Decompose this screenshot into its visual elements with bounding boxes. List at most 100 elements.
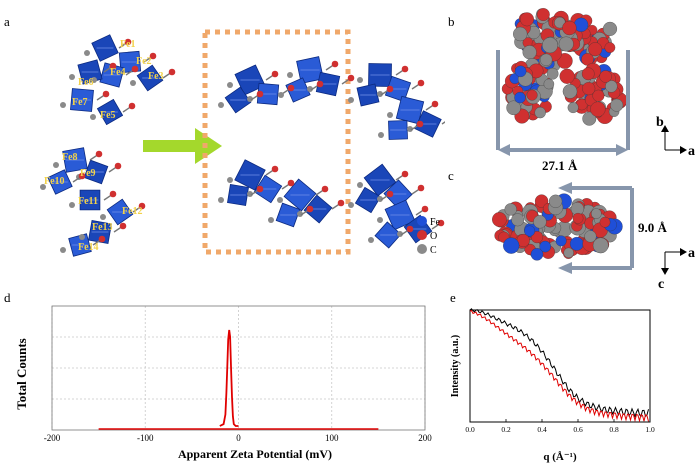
chart-d-tick-labels: -200 -100 0 100 200 (44, 433, 433, 443)
atom-sphere (567, 102, 579, 114)
fe-label: Fe11 (78, 196, 98, 207)
carbon-atom (387, 112, 393, 118)
carbon-atom (348, 97, 354, 103)
carbon-atom (60, 247, 66, 253)
oxygen-atom (421, 205, 429, 213)
atom-sphere (539, 240, 551, 253)
legend-o: O (430, 231, 437, 242)
chart-e-series (469, 308, 649, 423)
atom-sphere (533, 215, 547, 229)
legend-c: C (430, 245, 437, 256)
chart-d-xtick: -100 (137, 433, 154, 443)
atom-sphere (592, 237, 609, 254)
atom-sphere (581, 67, 595, 81)
oxygen-atom (95, 150, 103, 158)
atom-sphere (520, 12, 534, 27)
oxygen-atom (416, 120, 424, 128)
oxygen-atom (149, 52, 157, 60)
panel-letter-e: e (450, 290, 456, 305)
atom-sphere (556, 53, 573, 69)
fe-label: Fe9 (80, 168, 96, 179)
carbon-atom (69, 202, 75, 208)
oxygen-atom (386, 85, 394, 93)
spacefill-model-b (501, 8, 628, 126)
axis-a-label-b: a (688, 144, 695, 159)
atom-sphere (605, 80, 618, 93)
oxygen-atom (109, 62, 117, 70)
oxygen-atom (417, 79, 425, 87)
oxygen-atom (131, 65, 139, 73)
dimension-label-b: 27.1 Å (542, 158, 578, 173)
atom-sphere (602, 21, 618, 36)
oxygen-atom (109, 190, 117, 198)
oxygen-atom (271, 70, 279, 78)
oxygen-atom (406, 225, 414, 233)
carbon-atom (218, 197, 224, 203)
fe-label: Fe6 (78, 77, 94, 88)
carbon-atom (348, 202, 354, 208)
atom-sphere (530, 231, 544, 244)
oxygen-atom (401, 170, 409, 178)
chart-d-xtick: 200 (418, 433, 432, 443)
atom-sphere (526, 89, 538, 101)
atom-sphere (572, 212, 584, 224)
atom-sphere (536, 8, 550, 21)
oxygen-atom (331, 60, 339, 68)
fe-label: Fe1 (120, 39, 136, 50)
oxygen-atom (306, 205, 314, 213)
oxygen-atom (128, 102, 136, 110)
atom-sphere (522, 45, 537, 60)
chart-e-axes (469, 309, 651, 423)
carbon-atom (69, 74, 75, 80)
axis-indicator-b (664, 130, 682, 151)
atom-sphere (558, 36, 574, 52)
unit-highlight-box (202, 29, 351, 255)
oxygen-atom (271, 165, 279, 173)
carbon-atom (84, 50, 90, 56)
chart-d-xtick: 0 (236, 433, 241, 443)
carbon-atom (218, 102, 224, 108)
atom-sphere (514, 91, 526, 104)
atom-sphere (513, 26, 528, 42)
atom-sphere (540, 53, 553, 66)
chart-e-series-line (469, 308, 649, 419)
fe-label: Fe4 (110, 67, 126, 78)
fe-label: Fe13 (92, 222, 113, 233)
oxygen-atom (119, 222, 127, 230)
panel-letter-d: d (4, 290, 11, 305)
oxygen-atom (386, 190, 394, 198)
chart-e-xtick: 1.0 (645, 425, 655, 434)
atom-sphere (506, 100, 521, 116)
atom-sphere (590, 101, 606, 117)
dimension-label-c: 9.0 Å (638, 220, 668, 235)
carbon-atom (268, 217, 274, 223)
oxygen-atom (102, 90, 110, 98)
left-cluster-polyhedra (40, 34, 176, 257)
axis-b-label: b (656, 115, 664, 130)
oxygen-atom (287, 179, 295, 187)
fe-label: Fe14 (78, 242, 99, 253)
oxygen-atom (431, 100, 439, 108)
fe-label: Fe8 (62, 152, 78, 163)
atom-sphere (599, 216, 611, 228)
axis-a-label-c: a (688, 246, 695, 261)
carbon-atom (60, 102, 66, 108)
chart-d-xtick: -200 (44, 433, 61, 443)
atom-sphere (582, 82, 596, 96)
atom-sphere (610, 98, 624, 112)
carbon-atom (378, 132, 384, 138)
carbon-atom (227, 82, 233, 88)
legend-fe: Fe (430, 217, 441, 228)
atom-sphere (584, 230, 597, 243)
right-cluster-polyhedra (218, 56, 445, 249)
oxygen-atom (347, 74, 355, 82)
oxygen-atom (287, 84, 295, 92)
saxs-intensity-chart: 0.0 0.2 0.4 0.6 0.8 1.0 q (Å⁻¹) Intensity (a.… (450, 308, 655, 463)
carbon-atom (90, 114, 96, 120)
atom-sphere (530, 248, 544, 261)
oxygen-atom (401, 65, 409, 73)
axis-c-label: c (658, 277, 664, 290)
chart-e-tick-labels: 0.0 0.2 0.4 0.6 0.8 1.0 (465, 425, 655, 434)
oxygen-atom (437, 219, 445, 227)
